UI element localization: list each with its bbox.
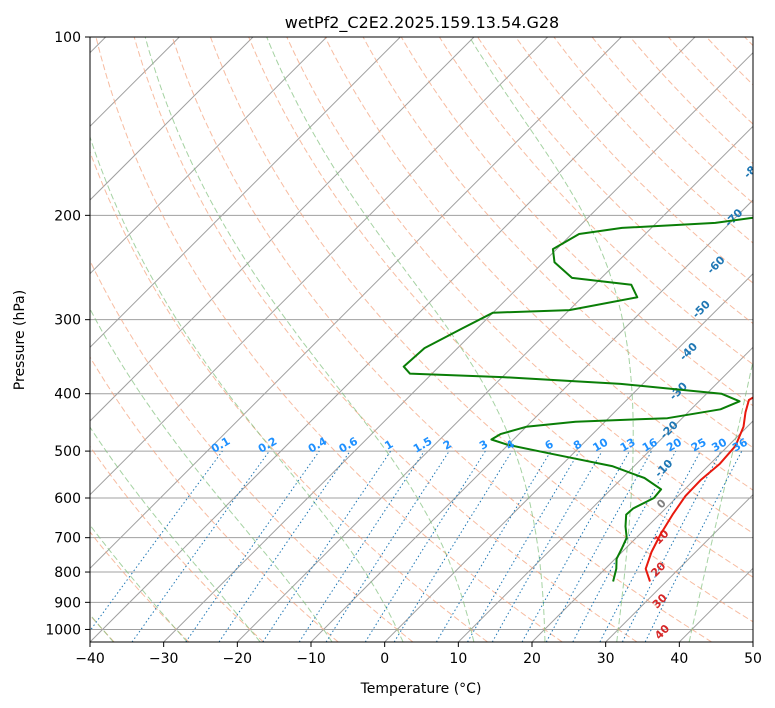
mixing-ratio-line [90, 450, 223, 632]
isotherm-line [90, 37, 254, 201]
temperature-profile-line [644, 396, 753, 582]
dry-adiabat-line [90, 531, 190, 642]
mixing-ratio-line [262, 450, 392, 642]
x-tick-label: 40 [670, 651, 688, 667]
isotherm-line [605, 493, 753, 642]
isotherm-line [90, 37, 622, 570]
pressure-gridlines [90, 37, 753, 630]
mixing-ratio-line [572, 450, 677, 642]
dry-adiabat-line [90, 150, 488, 642]
x-tick-label: 0 [380, 651, 389, 667]
mixing-ratio-line [521, 450, 630, 642]
dry-adiabat-line [324, 37, 753, 491]
x-tick-label: −40 [75, 651, 105, 667]
dry-adiabat-line [90, 356, 339, 642]
dry-adiabat-line [553, 37, 753, 244]
dewpoint-profile-line [402, 216, 753, 582]
isotherm-line [457, 346, 753, 642]
y-tick-label: 700 [54, 531, 81, 547]
dry-adiabat-line [591, 37, 753, 204]
y-tick-label: 800 [54, 565, 81, 581]
mixing-ratio-line [325, 450, 450, 642]
mixing-ratio-line [545, 450, 653, 642]
dry-adiabat-line [248, 37, 753, 578]
dry-adiabat-line [438, 37, 753, 365]
x-tick-label: −10 [296, 651, 326, 667]
x-tick-label: 10 [449, 651, 467, 667]
isotherm-line [384, 272, 753, 642]
moist-adiabat-line [688, 358, 753, 642]
y-tick-label: 600 [54, 491, 81, 507]
x-tick-label: 50 [744, 651, 762, 667]
y-tick-label: 100 [54, 30, 81, 46]
mixing-ratio-lines [90, 450, 743, 642]
y-axis-title: Pressure (hPa) [12, 290, 28, 390]
y-tick-label: 400 [54, 387, 81, 403]
dry-adiabat-line [400, 37, 753, 407]
mixing-ratio-line [298, 450, 425, 642]
mixing-ratio-line [218, 450, 351, 642]
dry-adiabat-line [90, 259, 414, 642]
y-tick-label: 500 [54, 444, 81, 460]
dry-adiabat-line [286, 37, 753, 534]
x-tick-label: −20 [223, 651, 253, 667]
mixing-ratio-line [185, 450, 320, 642]
y-tick-label: 1000 [45, 622, 81, 638]
y-axis-ticks: 100 200 300 400 500 600 700 800 900 1000 [45, 30, 90, 638]
moist-adiabat-line [144, 37, 475, 642]
mixing-ratio-line [131, 450, 270, 642]
moist-adiabat-label: -80 [741, 158, 764, 181]
isotherm-line [90, 37, 549, 496]
mixing-ratio-labels: 0.1 0.2 0.4 0.6 1 1.5 2 3 4 6 8 10 13 16 20 25 30 36 [209, 434, 750, 455]
dry-adiabat-line [133, 37, 638, 642]
dry-adiabat-line [515, 37, 753, 284]
chart-title: wetPf2_C2E2.2025.159.13.54.G28 [285, 13, 559, 33]
x-tick-label: 30 [597, 651, 615, 667]
moist-adiabat-line [90, 135, 404, 642]
dry-adiabat-line [95, 37, 563, 642]
mixing-ratio-line [393, 450, 513, 642]
moist-adiabat-line [266, 37, 546, 642]
x-tick-label: −30 [149, 651, 179, 667]
plot-frame [89, 36, 754, 643]
x-axis-ticks: −40 −30 −20 −10 0 10 20 30 40 50 [75, 642, 762, 667]
moist-adiabat-line [90, 426, 261, 642]
isotherm-line [531, 420, 753, 642]
y-tick-label: 900 [54, 595, 81, 611]
isotherm-line [236, 125, 753, 642]
mixing-ratio-line [644, 450, 743, 642]
y-tick-label: 200 [54, 208, 81, 224]
dry-adiabat-line [210, 37, 753, 623]
x-axis-title: Temperature (°C) [360, 681, 482, 697]
dry-adiabat-line [362, 37, 753, 449]
isotherm-line [163, 51, 753, 642]
dry-adiabat-lines [90, 37, 753, 642]
isotherm-line [90, 37, 328, 275]
isotherm-line [90, 37, 475, 422]
isotherm-line [90, 37, 401, 349]
sounding-profiles [402, 216, 753, 582]
x-tick-label: 20 [523, 651, 541, 667]
dry-adiabat-line [477, 37, 753, 325]
y-tick-label: 300 [54, 313, 81, 329]
dry-adiabat-line [629, 37, 753, 165]
isotherm-line [90, 37, 696, 642]
moist-adiabat-line [90, 524, 188, 642]
